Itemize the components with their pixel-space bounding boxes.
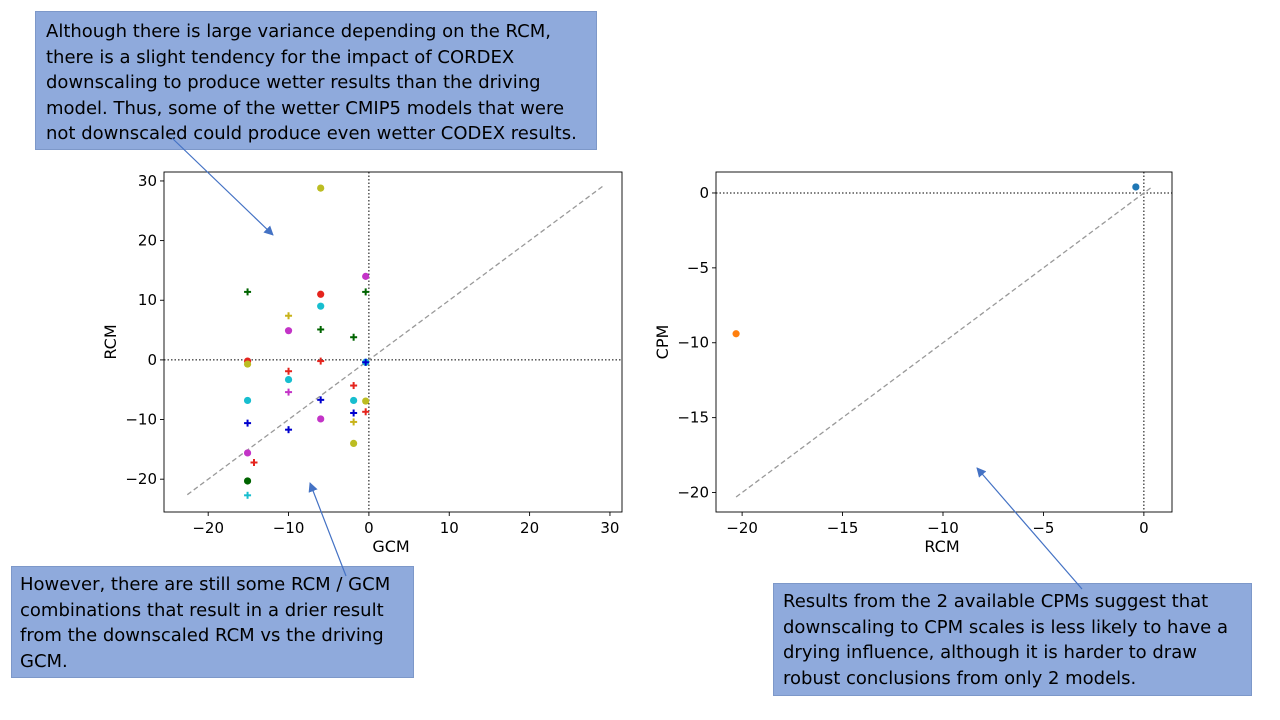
- annotation-bottom-right: Results from the 2 available CPMs sugges…: [773, 583, 1252, 696]
- data-point-circle: [362, 272, 370, 280]
- x-tick-label: −20: [726, 519, 758, 537]
- arrow-bottom-right: [976, 467, 1083, 590]
- data-point-circle: [243, 360, 252, 368]
- data-point-circle: [243, 477, 252, 485]
- y-axis-label: RCM: [101, 324, 120, 359]
- data-point-circle: [362, 397, 370, 405]
- data-point-circle: [284, 375, 293, 384]
- data-point-circle: [243, 449, 252, 457]
- data-point-plus: [350, 418, 358, 426]
- y-tick-label: 0: [699, 184, 709, 202]
- x-axis-label: GCM: [372, 537, 409, 556]
- data-point-plus: [362, 358, 370, 366]
- annotation-arrows: [171, 137, 1083, 590]
- annotation-bottom-left: However, there are still some RCM / GCM …: [11, 566, 414, 678]
- data-point-circle: [317, 290, 325, 298]
- data-point-plus: [317, 325, 325, 333]
- y-tick-label: −10: [125, 411, 157, 429]
- data-point-circle: [317, 184, 325, 192]
- data-point-circle: [243, 396, 252, 405]
- plot-frame: [163, 171, 623, 513]
- chart-gcm-vs-rcm: −20 −10 0 10 20 30 −20 −10 0 10 20 30 GCM RCM: [101, 171, 623, 556]
- data-point-plus: [285, 312, 293, 320]
- y-tick-label: 30: [138, 172, 157, 190]
- arrow-top: [171, 137, 274, 236]
- x-tick-label: −10: [273, 519, 305, 537]
- data-point-plus: [244, 288, 252, 296]
- x-tick-label: −5: [1032, 519, 1054, 537]
- arrow-bottom-left: [308, 482, 347, 577]
- chart-rcm-vs-cpm: −20 −15 −10 −5 0 −20 −15 −10 −5 0 RCM CPM: [653, 171, 1173, 556]
- x-axis-label: RCM: [924, 537, 959, 556]
- data-point-plus: [362, 288, 370, 296]
- x-tick-label: 20: [520, 519, 539, 537]
- y-tick-label: −20: [677, 484, 709, 502]
- data-point-plus: [285, 426, 293, 434]
- data-point-plus: [350, 333, 358, 341]
- x-tick-label: −15: [827, 519, 859, 537]
- one-to-one-line: [186, 185, 604, 496]
- y-tick-label: 20: [138, 232, 157, 250]
- x-tick-label: −10: [927, 519, 959, 537]
- y-tick-label: −5: [687, 259, 709, 277]
- data-point-plus: [362, 408, 370, 416]
- data-point-plus: [285, 388, 293, 396]
- data-point-plus: [350, 409, 358, 417]
- data-point-circle: [1132, 183, 1140, 191]
- x-tick-label: −20: [192, 519, 224, 537]
- data-point-circle: [284, 327, 293, 335]
- y-axis-label: CPM: [653, 325, 672, 360]
- data-point-circle: [317, 302, 325, 310]
- x-tick-label: 0: [364, 519, 374, 537]
- data-point-plus: [244, 419, 252, 427]
- data-point-plus: [317, 357, 325, 365]
- y-tick-label: −15: [677, 409, 709, 427]
- x-tick-label: 0: [1139, 519, 1149, 537]
- one-to-one-line: [735, 186, 1153, 498]
- data-point-plus: [317, 396, 325, 404]
- data-point-plus: [285, 367, 293, 375]
- y-tick-label: 10: [138, 291, 157, 309]
- data-point-circle: [317, 415, 325, 423]
- data-point-plus: [250, 458, 258, 466]
- x-tick-label: 10: [440, 519, 459, 537]
- data-point-circle: [350, 396, 358, 405]
- data-point-plus: [244, 491, 252, 499]
- y-tick-label: −10: [677, 334, 709, 352]
- data-point-circle: [350, 439, 358, 448]
- x-tick-label: 30: [600, 519, 619, 537]
- annotation-top: Although there is large variance dependi…: [35, 11, 597, 150]
- y-tick-label: −20: [125, 470, 157, 488]
- y-tick-label: 0: [147, 351, 157, 369]
- data-point-plus: [350, 382, 358, 390]
- data-point-circle: [732, 330, 740, 338]
- plot-frame: [715, 171, 1173, 513]
